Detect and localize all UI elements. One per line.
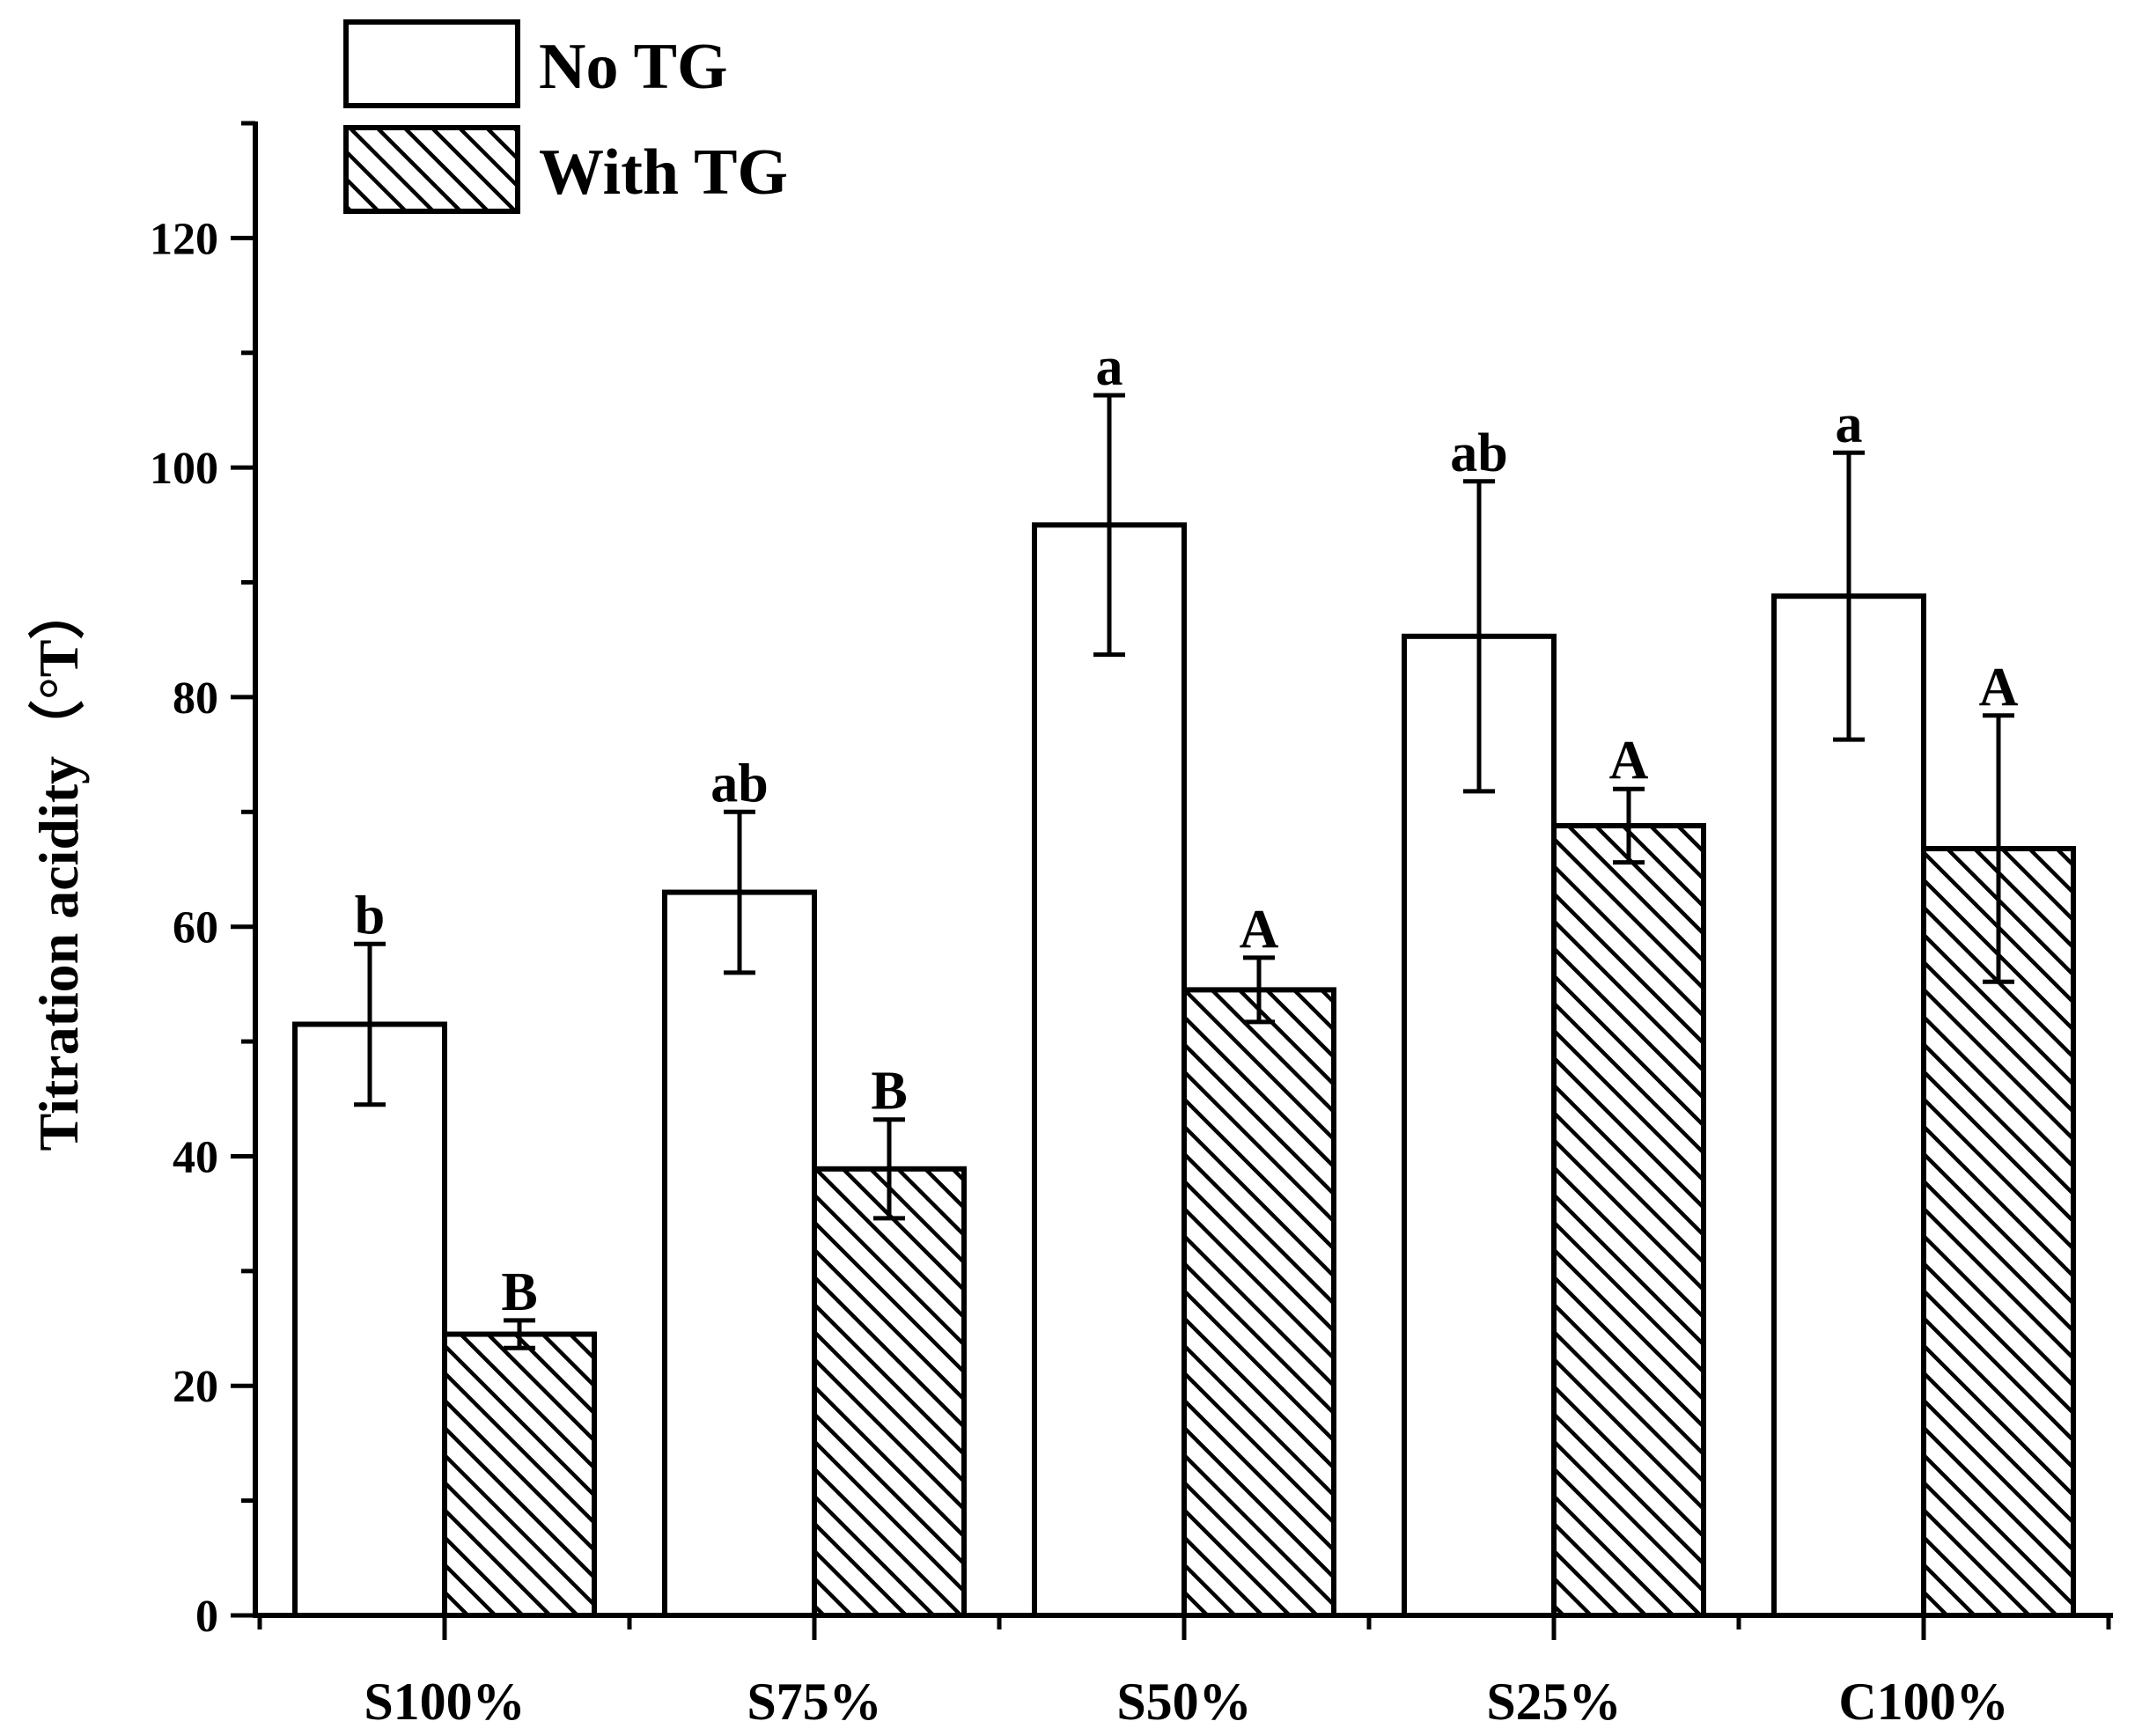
y-tick-label: 80 [173, 673, 218, 724]
significance-label: ab [1450, 423, 1507, 483]
bar-with-tg [442, 1331, 597, 1619]
legend: No TG With TG [343, 19, 788, 214]
significance-label: B [501, 1262, 537, 1322]
significance-label: ab [710, 754, 768, 813]
significance-label: a [1836, 394, 1863, 454]
bar-with-tg [1181, 987, 1336, 1618]
legend-swatch-with-tg [343, 125, 520, 214]
y-tick-label: 120 [150, 214, 218, 264]
x-tick-label: S50% [1116, 1673, 1251, 1731]
x-tick-label: S25% [1486, 1673, 1621, 1731]
bar-no-tg [662, 889, 817, 1618]
y-tick-label: 100 [150, 444, 218, 494]
error-bars [354, 393, 2014, 1350]
y-tick-label: 0 [195, 1592, 218, 1642]
significance-label: A [1979, 658, 2019, 717]
bar-no-tg [1032, 522, 1187, 1618]
significance-label: a [1096, 337, 1123, 397]
y-tick-label: 60 [173, 903, 218, 953]
legend-label-no-tg: No TG [539, 31, 728, 103]
y-tick-label: 20 [173, 1362, 218, 1412]
significance-label: B [871, 1062, 907, 1122]
significance-label: A [1240, 900, 1279, 960]
y-tick-label: 40 [173, 1132, 218, 1182]
legend-swatch-no-tg [343, 19, 520, 108]
bars [292, 522, 2076, 1619]
bar-no-tg [292, 1021, 447, 1619]
x-tick-label: S100% [364, 1673, 525, 1731]
bar-no-tg [1402, 633, 1557, 1618]
legend-label-with-tg: With TG [539, 136, 788, 209]
x-tick-label: C100% [1838, 1673, 2008, 1731]
bar-with-tg [812, 1166, 967, 1618]
y-axis-label: Titration acidity（°T） [27, 584, 90, 1151]
significance-label: b [355, 886, 385, 945]
significance-labels: b ab a ab a B B A A A [355, 337, 2019, 1322]
significance-label: A [1609, 731, 1649, 791]
x-tick-label: S75% [747, 1673, 881, 1731]
bar-no-tg [1771, 593, 1926, 1619]
bar-with-tg [1551, 822, 1706, 1618]
